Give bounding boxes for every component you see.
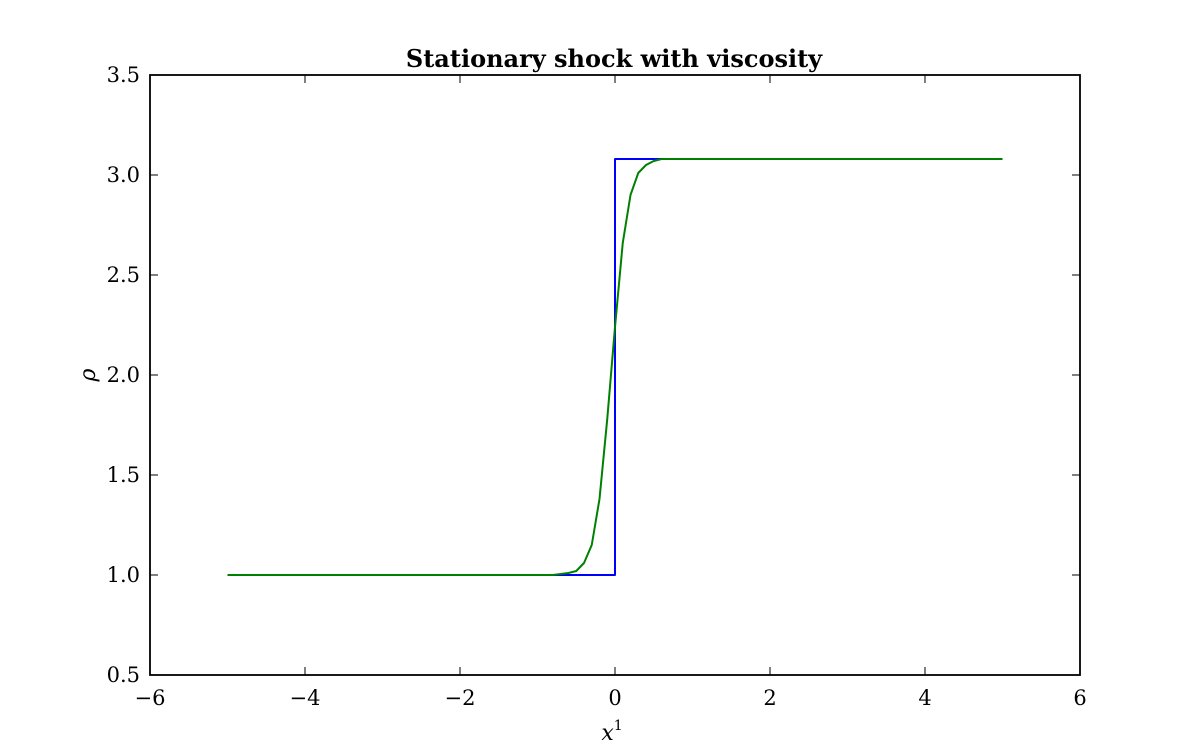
tick-layer: −6 −4 −2 0 2 4 6 0.5 1.0 1.5 2.0 2.5 3.0 3.5 <box>107 63 1087 710</box>
x-axis-label-main: x <box>601 721 614 746</box>
x-tick-label: −4 <box>290 686 321 710</box>
x-axis-label: x1 <box>601 718 622 746</box>
x-tick-label: 4 <box>918 686 931 710</box>
y-axis-label: ρ <box>76 368 101 382</box>
x-tick-label: 6 <box>1073 686 1086 710</box>
y-tick-label: 3.0 <box>107 163 140 187</box>
y-tick-label: 1.5 <box>107 463 140 487</box>
y-tick-label: 3.5 <box>107 63 140 87</box>
y-tick-label: 1.0 <box>107 563 140 587</box>
y-tick-label: 2.0 <box>107 363 140 387</box>
x-tick-label: 2 <box>763 686 776 710</box>
x-axis-label-superscript: 1 <box>614 718 623 734</box>
x-tick-label: −6 <box>135 686 166 710</box>
y-tick-label: 2.5 <box>107 263 140 287</box>
x-tick-label: −2 <box>445 686 476 710</box>
series-line-1 <box>227 158 1003 576</box>
series-layer <box>227 158 1003 576</box>
y-tick-label: 0.5 <box>107 663 140 687</box>
chart-title: Stationary shock with viscosity <box>406 44 823 73</box>
x-tick-label: 0 <box>608 686 621 710</box>
series-line-2 <box>227 158 1003 576</box>
